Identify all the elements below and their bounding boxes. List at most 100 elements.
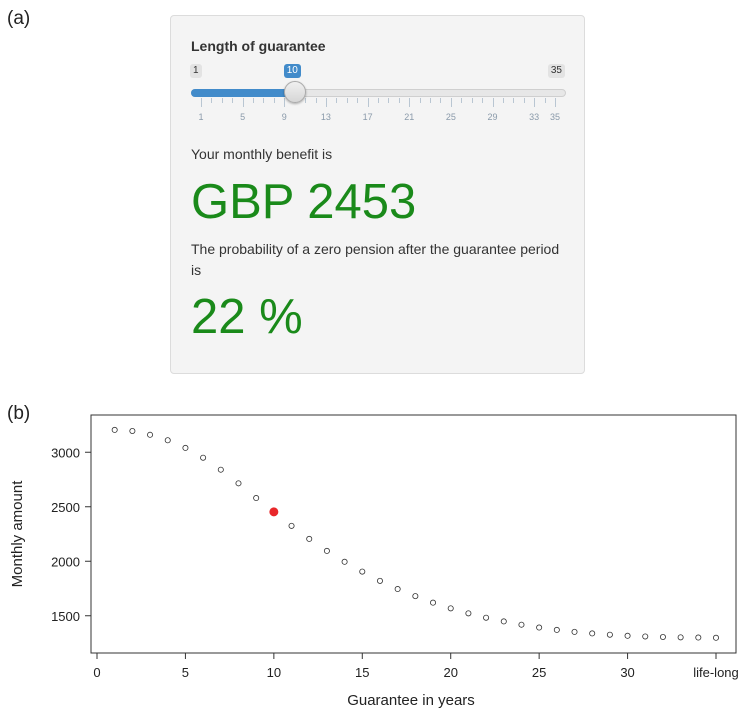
slider-tick bbox=[409, 98, 411, 107]
data-point bbox=[465, 610, 472, 617]
slider-tick bbox=[263, 98, 265, 103]
data-point bbox=[253, 495, 260, 502]
slider-tick bbox=[461, 98, 463, 103]
data-point bbox=[713, 634, 720, 641]
slider-tick bbox=[398, 98, 400, 103]
data-point bbox=[288, 522, 295, 529]
data-point bbox=[518, 621, 525, 628]
slider-tick-label: 9 bbox=[281, 112, 287, 122]
slider-tick bbox=[440, 98, 442, 103]
x-tick-label: 20 bbox=[443, 665, 457, 680]
y-axis-label: Monthly amount bbox=[9, 480, 26, 588]
benefit-label: Your monthly benefit is bbox=[191, 146, 333, 162]
data-point bbox=[642, 633, 649, 640]
slider-tick bbox=[482, 98, 484, 103]
slider-tick bbox=[513, 98, 515, 103]
slider-tick bbox=[492, 98, 494, 107]
slider-tick-label: 17 bbox=[362, 112, 373, 122]
slider-tick bbox=[346, 98, 348, 103]
slider-value-badge: 10 bbox=[283, 64, 301, 78]
slider-tick bbox=[325, 98, 327, 107]
y-tick-label: 1500 bbox=[51, 609, 80, 624]
slider-tick bbox=[221, 98, 223, 103]
data-point bbox=[677, 634, 684, 641]
slider-tick bbox=[378, 98, 379, 103]
slider-tick bbox=[502, 98, 504, 103]
x-tick-label: 10 bbox=[267, 665, 281, 680]
data-point bbox=[589, 630, 596, 637]
probability-label: The probability of a zero pension after … bbox=[191, 241, 560, 278]
slider-tick bbox=[471, 98, 473, 103]
data-point bbox=[359, 568, 366, 575]
slider-tick bbox=[273, 98, 275, 103]
data-point bbox=[606, 631, 613, 638]
y-tick-label: 2500 bbox=[51, 500, 80, 515]
slider-tick bbox=[430, 98, 432, 103]
data-point bbox=[341, 558, 348, 565]
highlighted-point bbox=[269, 507, 279, 517]
panel-b-label: (b) bbox=[7, 403, 31, 424]
slider-tick bbox=[315, 98, 317, 103]
data-point bbox=[695, 634, 702, 641]
slider-tick bbox=[211, 98, 213, 103]
x-tick-label: 15 bbox=[355, 665, 369, 680]
slider-handle[interactable] bbox=[283, 81, 306, 103]
slider-tick bbox=[253, 98, 255, 103]
benefit-value: GBP 2453 bbox=[191, 175, 417, 229]
probability-value: 22 % bbox=[191, 290, 303, 344]
slider-tick-label: 25 bbox=[445, 112, 456, 122]
slider-tick-label: 33 bbox=[529, 112, 540, 122]
slider-tick-label: 29 bbox=[487, 112, 498, 122]
slider-tick bbox=[336, 98, 338, 103]
data-point bbox=[129, 427, 136, 434]
slider-tick bbox=[284, 98, 286, 107]
slider-tick bbox=[305, 98, 307, 103]
data-point bbox=[376, 577, 383, 584]
data-point bbox=[536, 624, 543, 631]
slider-fill bbox=[191, 89, 295, 97]
slider-tick bbox=[388, 98, 390, 103]
data-point bbox=[164, 437, 171, 444]
slider-tick bbox=[544, 98, 546, 103]
data-points bbox=[111, 426, 720, 641]
x-tick-label: 30 bbox=[620, 665, 634, 680]
x-axis-label: Guarantee in years bbox=[347, 692, 475, 709]
x-tick-label: 5 bbox=[182, 665, 189, 680]
data-point bbox=[394, 586, 401, 593]
data-point bbox=[182, 444, 189, 451]
monthly-amount-chart: 0 5 10 15 20 25 30 life-long 1500 2000 2500 3000 G… bbox=[9, 414, 739, 709]
slider-title: Length of guarantee bbox=[191, 38, 326, 54]
slider-tick bbox=[357, 98, 359, 103]
data-point bbox=[430, 599, 437, 606]
data-point bbox=[323, 547, 330, 554]
data-point bbox=[483, 614, 490, 621]
y-axis: 1500 2000 2500 3000 bbox=[51, 445, 91, 624]
slider-tick bbox=[232, 98, 234, 103]
y-tick-label: 2000 bbox=[51, 554, 80, 569]
data-point bbox=[571, 628, 578, 635]
data-point bbox=[217, 466, 224, 473]
slider-tick bbox=[201, 98, 202, 107]
data-point bbox=[659, 634, 666, 641]
data-point bbox=[111, 426, 118, 433]
slider-tick bbox=[419, 98, 421, 103]
slider-tick bbox=[450, 98, 452, 107]
panel-a-label: (a) bbox=[7, 8, 31, 29]
data-point bbox=[553, 626, 560, 633]
plot-frame bbox=[90, 414, 737, 654]
data-point bbox=[147, 431, 154, 438]
slider-tick-label: 5 bbox=[240, 112, 246, 122]
x-tick-label: 25 bbox=[532, 665, 546, 680]
slider-tick-label: 21 bbox=[404, 112, 415, 122]
y-tick-label: 3000 bbox=[51, 445, 80, 460]
slider-tick-label: 35 bbox=[549, 112, 561, 122]
slider-tick-label: 13 bbox=[320, 112, 331, 122]
guarantee-calculator-card: Length of guarantee 1 10 35 1 5 9 13 17 21 25 2… bbox=[170, 15, 585, 374]
data-point bbox=[200, 454, 207, 461]
data-point bbox=[447, 605, 454, 612]
slider-tick bbox=[555, 98, 556, 107]
slider-tick bbox=[523, 98, 525, 103]
slider-tick bbox=[367, 98, 369, 107]
data-point bbox=[235, 480, 242, 487]
data-point bbox=[412, 593, 419, 600]
